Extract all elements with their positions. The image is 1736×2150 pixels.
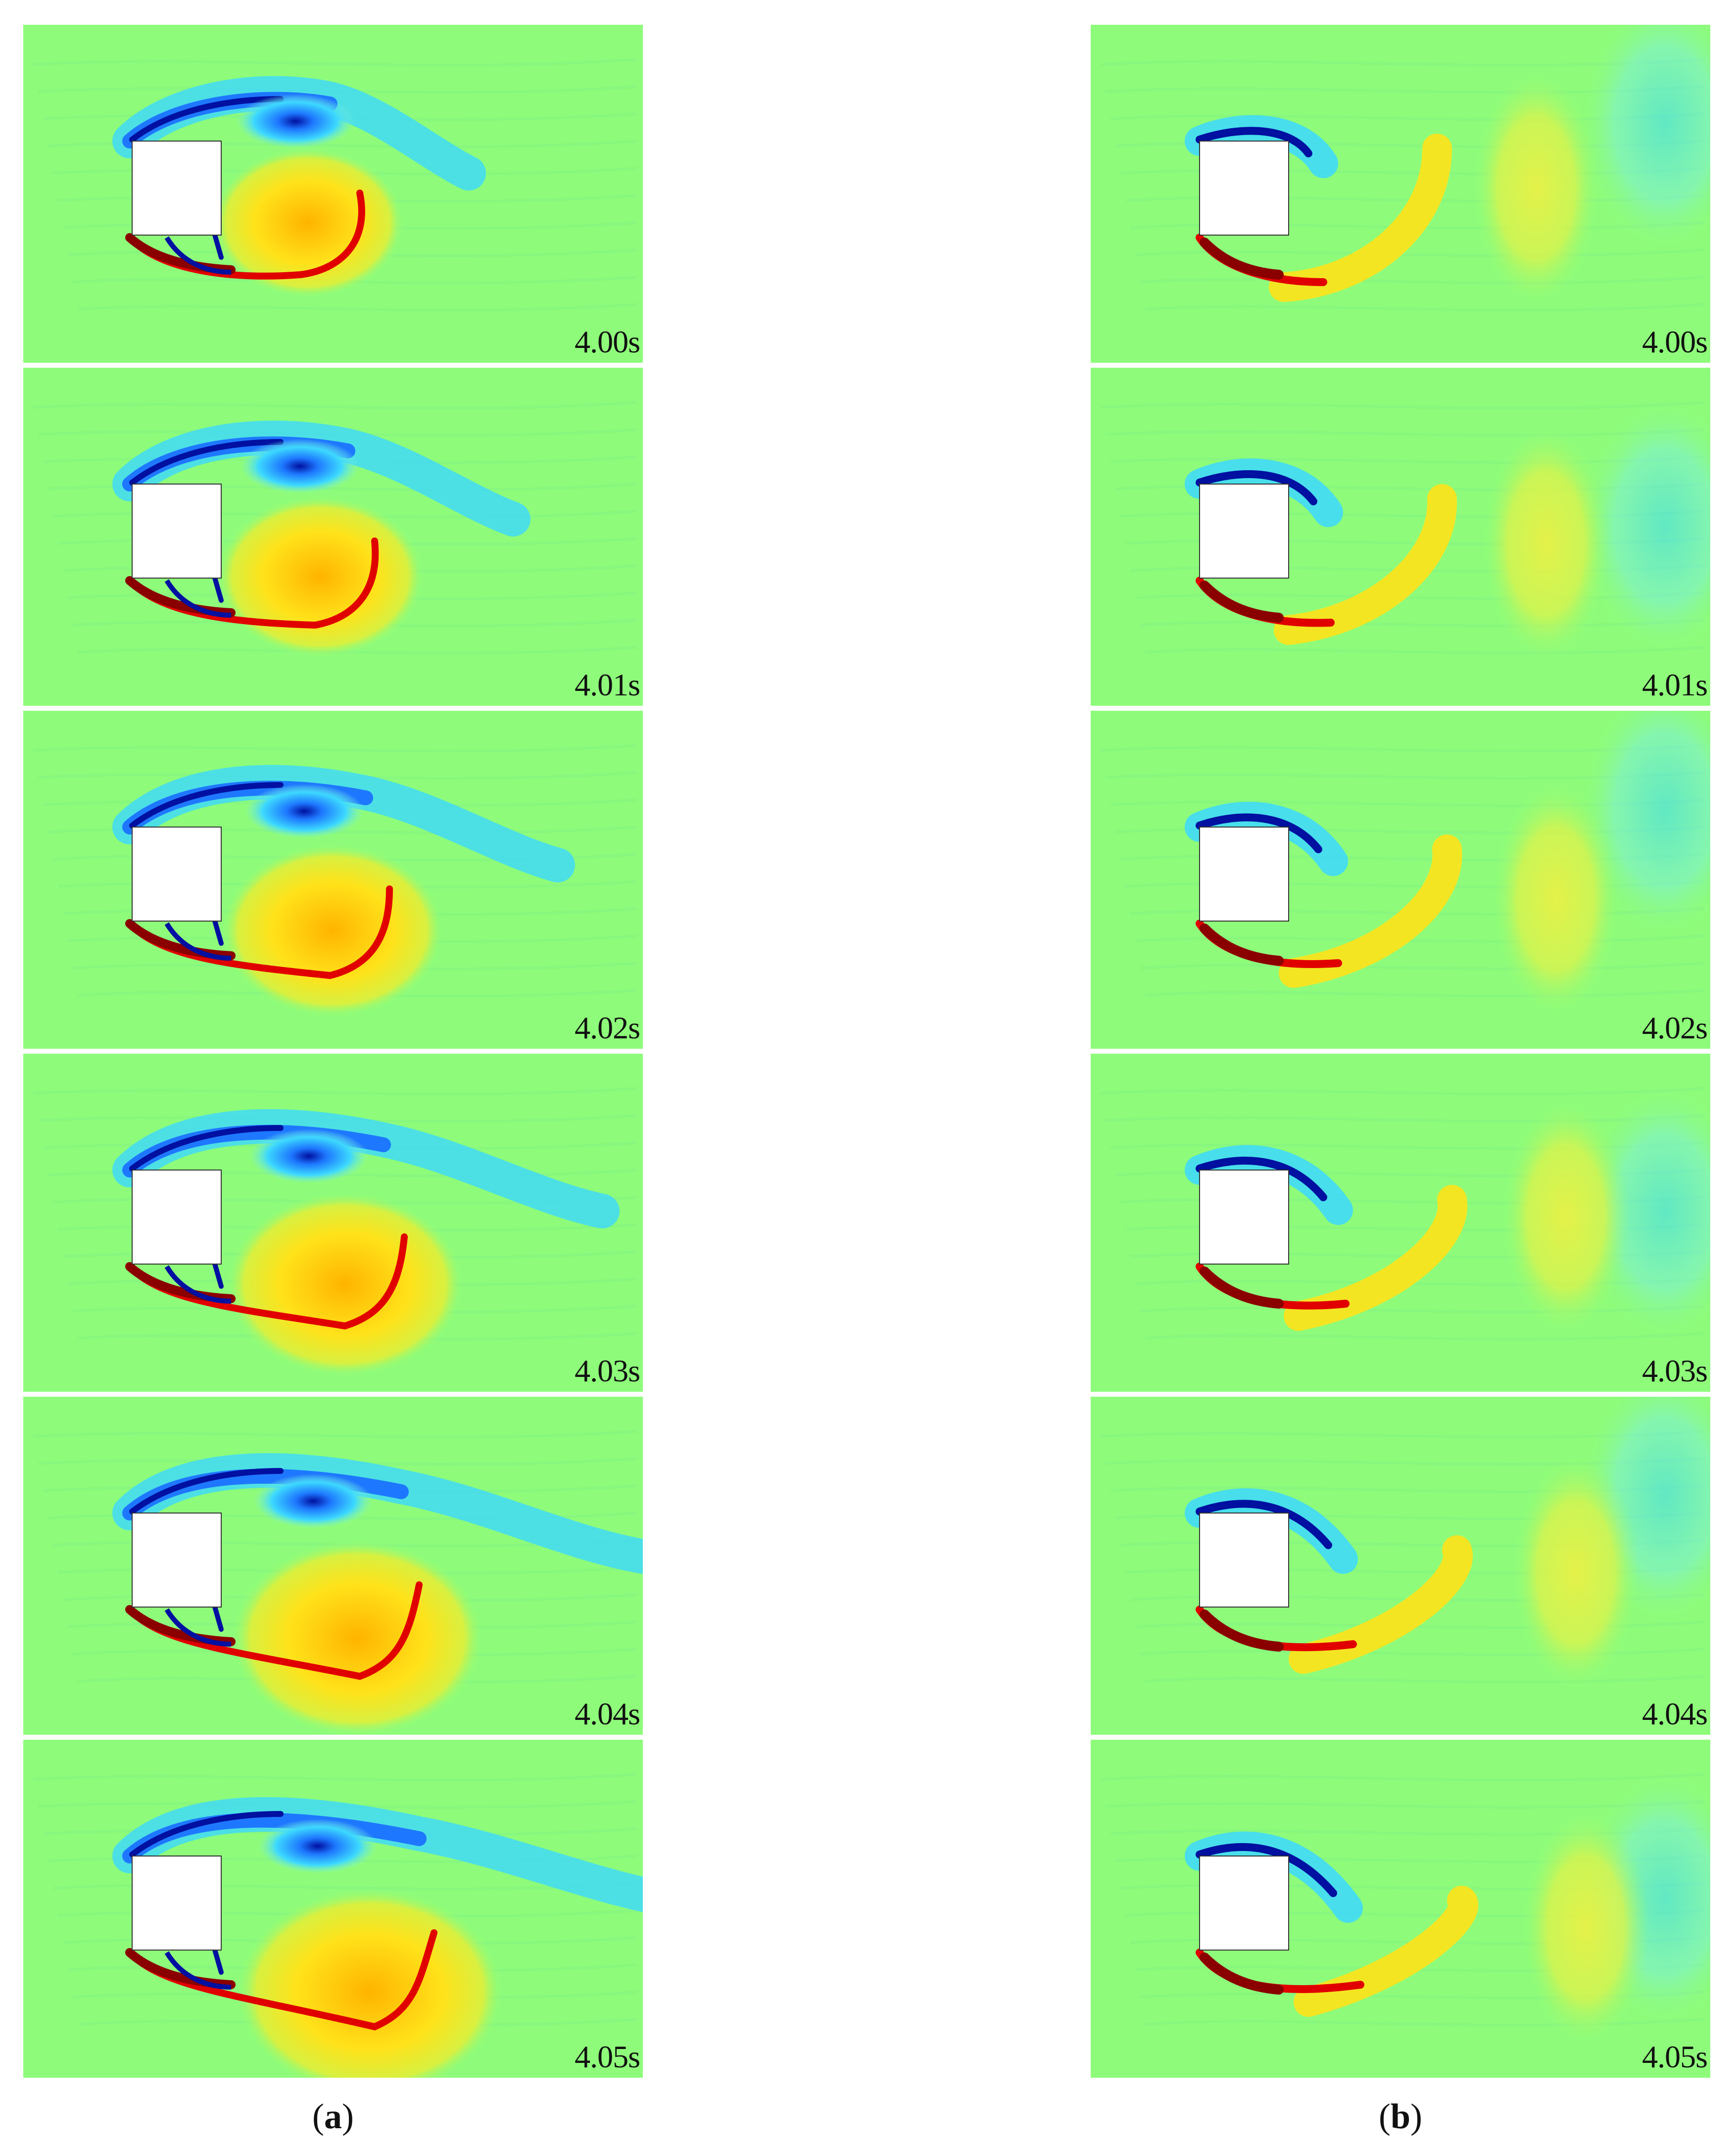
time-label: 4.03s: [575, 1353, 640, 1388]
caption-a: (a): [312, 2097, 354, 2136]
flow-field: [1185, 397, 1710, 662]
square-cylinder: [132, 827, 222, 922]
time-label: 4.02s: [1642, 1010, 1708, 1045]
panel-b-4: 4.03s: [1091, 1054, 1710, 1392]
contour-plot: [1091, 711, 1710, 1049]
flow-field: [1185, 1397, 1710, 1691]
time-label: 4.04s: [575, 1696, 640, 1731]
square-cylinder: [1199, 1513, 1289, 1608]
time-label: 4.05s: [1642, 2039, 1708, 2074]
panel-a-3: 4.02s: [23, 711, 643, 1049]
contour-plot: [23, 711, 643, 1049]
panel-b-5: 4.04s: [1091, 1397, 1710, 1735]
flow-field: [112, 1453, 643, 1735]
flow-field: [1185, 25, 1710, 307]
flow-field: [112, 765, 575, 1018]
time-label: 4.02s: [575, 1010, 640, 1045]
square-cylinder: [132, 484, 222, 579]
contour-plot: [23, 25, 643, 363]
time-label: 4.00s: [1642, 324, 1708, 359]
time-label: 4.03s: [1642, 1353, 1708, 1388]
time-label: 4.05s: [575, 2039, 640, 2074]
contour-plot: [1091, 1740, 1710, 2078]
contour-plot: [1091, 368, 1710, 706]
square-cylinder: [132, 1513, 222, 1608]
flow-field: [1185, 711, 1710, 1018]
panel-a-1: 4.00s: [23, 25, 643, 363]
time-label: 4.01s: [1642, 667, 1708, 702]
square-cylinder: [1199, 827, 1289, 922]
time-label: 4.00s: [575, 324, 640, 359]
contour-plot: [23, 368, 643, 706]
panel-b-1: 4.00s: [1091, 25, 1710, 363]
flow-field: [1185, 1769, 1710, 2047]
panel-a-4: 4.03s: [23, 1054, 643, 1392]
time-label: 4.01s: [575, 667, 640, 702]
flow-field: [1185, 1083, 1710, 1341]
contour-plot: [1091, 1054, 1710, 1392]
square-cylinder: [1199, 1170, 1289, 1265]
column-b: 4.00s 4.01s 4.02s 4.03s 4.04s 4.05s: [1091, 25, 1710, 2083]
panel-a-5: 4.04s: [23, 1397, 643, 1735]
contour-plot: [1091, 25, 1710, 363]
time-label: 4.04s: [1642, 1696, 1708, 1731]
square-cylinder: [1199, 141, 1289, 236]
square-cylinder: [132, 1170, 222, 1265]
flow-field: [112, 1797, 643, 2078]
square-cylinder: [1199, 484, 1289, 579]
caption-b: (b): [1378, 2097, 1422, 2136]
contour-plot: [23, 1054, 643, 1392]
square-cylinder: [132, 1856, 222, 1951]
panel-a-2: 4.01s: [23, 368, 643, 706]
square-cylinder: [1199, 1856, 1289, 1951]
panel-a-6: 4.05s: [23, 1740, 643, 2078]
column-a: 4.00s 4.01s 4.02s 4.03s 4.04s 4.05s: [23, 25, 643, 2083]
contour-plot: [23, 1397, 643, 1735]
contour-plot: [1091, 1397, 1710, 1735]
panel-b-6: 4.05s: [1091, 1740, 1710, 2078]
panel-b-2: 4.01s: [1091, 368, 1710, 706]
contour-plot: [23, 1740, 643, 2078]
panel-b-3: 4.02s: [1091, 711, 1710, 1049]
flow-field: [112, 420, 530, 658]
square-cylinder: [132, 141, 222, 236]
